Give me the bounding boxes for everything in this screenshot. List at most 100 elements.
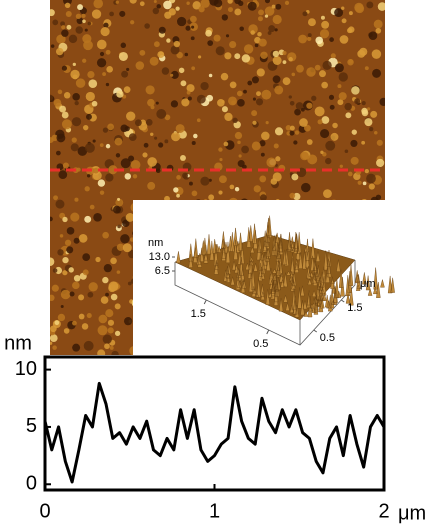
grain bbox=[181, 98, 190, 107]
grain bbox=[359, 47, 368, 56]
grain bbox=[93, 0, 104, 9]
grain bbox=[252, 97, 256, 101]
grain bbox=[128, 155, 135, 162]
grain bbox=[371, 49, 382, 59]
grain bbox=[88, 282, 98, 292]
grain bbox=[319, 70, 326, 78]
grain bbox=[68, 267, 74, 273]
grain bbox=[369, 126, 374, 132]
grain bbox=[341, 18, 347, 24]
grain bbox=[53, 195, 58, 201]
grain bbox=[191, 190, 198, 197]
grain bbox=[50, 94, 54, 101]
grain bbox=[251, 141, 261, 151]
grain bbox=[289, 192, 296, 199]
grain bbox=[234, 8, 242, 16]
grain bbox=[243, 44, 254, 54]
grain bbox=[164, 11, 172, 19]
grain bbox=[123, 86, 131, 94]
grain bbox=[50, 325, 57, 333]
grain bbox=[61, 119, 72, 130]
grain bbox=[219, 175, 227, 184]
grain bbox=[275, 3, 282, 10]
grain bbox=[289, 125, 295, 131]
grain bbox=[124, 126, 130, 132]
grain bbox=[329, 37, 334, 42]
grain bbox=[375, 27, 382, 34]
grain bbox=[205, 29, 212, 37]
grain bbox=[321, 81, 328, 89]
grain bbox=[170, 100, 179, 108]
grain bbox=[130, 160, 141, 170]
y-tick-label: 10 bbox=[15, 358, 37, 380]
grain bbox=[99, 143, 104, 147]
grain bbox=[372, 68, 382, 78]
grain bbox=[186, 90, 191, 95]
z-tick-label: 13.0 bbox=[149, 251, 170, 263]
grain bbox=[107, 327, 114, 334]
grain bbox=[256, 68, 265, 77]
grain bbox=[329, 104, 335, 110]
grain bbox=[124, 173, 132, 180]
grain bbox=[237, 160, 245, 168]
grain bbox=[120, 234, 130, 244]
grain bbox=[110, 293, 118, 301]
grain bbox=[198, 55, 202, 59]
grain bbox=[264, 14, 269, 18]
grain bbox=[364, 66, 369, 71]
grain bbox=[344, 149, 349, 154]
grain bbox=[376, 139, 383, 146]
grain bbox=[163, 0, 172, 10]
grain bbox=[229, 81, 237, 89]
grain bbox=[320, 15, 325, 20]
grain bbox=[323, 189, 332, 199]
grain bbox=[96, 39, 107, 50]
grain bbox=[191, 25, 195, 29]
grain bbox=[306, 36, 312, 42]
grain bbox=[82, 34, 92, 44]
grain bbox=[150, 132, 154, 136]
grain bbox=[56, 34, 66, 44]
grain bbox=[106, 66, 113, 73]
grain bbox=[61, 29, 69, 37]
grain bbox=[186, 84, 195, 93]
x-tick bbox=[266, 329, 270, 335]
grain bbox=[85, 91, 95, 102]
grain bbox=[325, 140, 336, 151]
grain bbox=[99, 190, 105, 195]
grain bbox=[377, 2, 385, 11]
grain bbox=[98, 314, 108, 324]
grain bbox=[361, 109, 369, 117]
grain bbox=[247, 1, 257, 11]
grain bbox=[247, 80, 253, 86]
y-axis-label: nm bbox=[4, 332, 32, 354]
grain bbox=[112, 205, 121, 214]
grain bbox=[78, 294, 85, 301]
grain bbox=[51, 284, 59, 292]
grain bbox=[117, 197, 121, 201]
grain bbox=[114, 137, 123, 146]
grain bbox=[317, 119, 323, 125]
grain bbox=[294, 108, 301, 116]
grain bbox=[103, 22, 109, 28]
grain bbox=[108, 281, 119, 292]
grain bbox=[129, 0, 137, 4]
grain bbox=[71, 137, 77, 143]
grain bbox=[118, 51, 128, 61]
grain bbox=[185, 25, 191, 31]
y-tick bbox=[340, 299, 345, 303]
grain bbox=[61, 25, 66, 30]
grain bbox=[170, 73, 174, 77]
grain bbox=[272, 56, 282, 65]
grain bbox=[72, 320, 77, 326]
grain bbox=[296, 64, 304, 73]
grain bbox=[153, 41, 160, 48]
grain bbox=[237, 140, 241, 145]
x-tick bbox=[203, 299, 207, 305]
grain bbox=[89, 204, 95, 210]
grain bbox=[58, 170, 68, 180]
grain bbox=[66, 227, 75, 235]
grain bbox=[51, 134, 59, 142]
grain bbox=[338, 92, 347, 101]
grain bbox=[251, 110, 258, 117]
